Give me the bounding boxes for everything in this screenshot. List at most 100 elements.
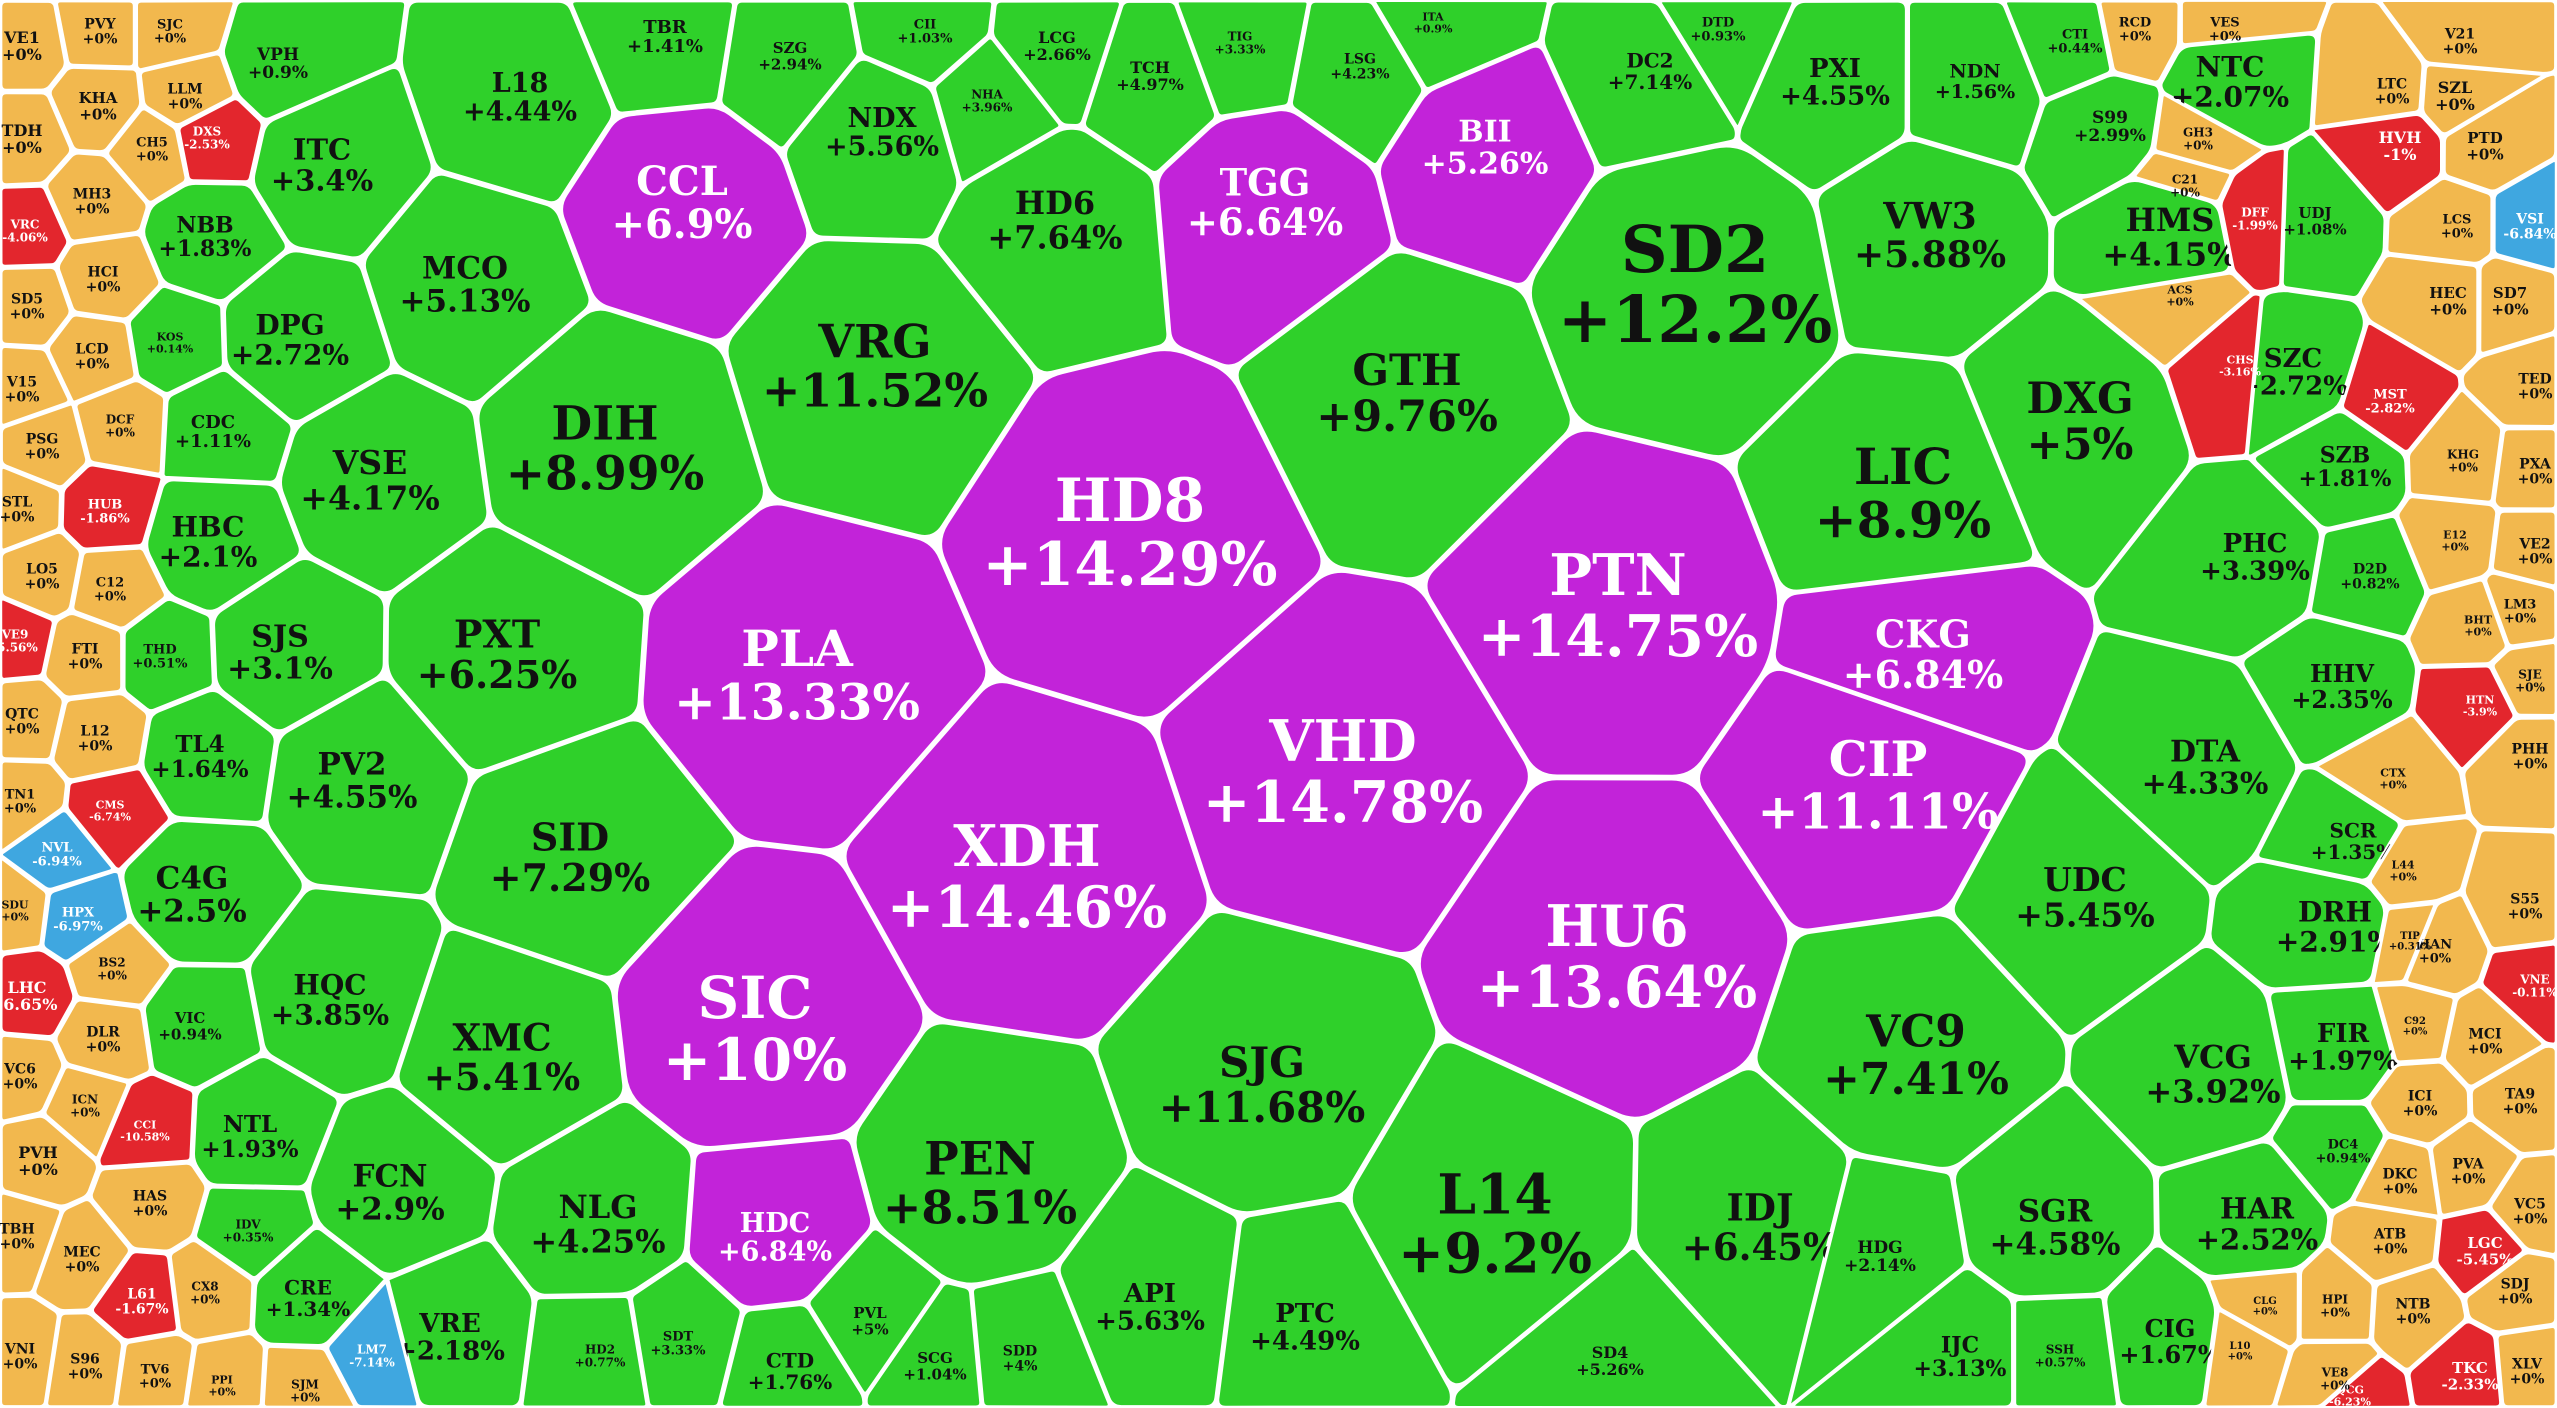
cell-ndx[interactable]: NDX+5.56% — [784, 57, 960, 242]
cell-tgg[interactable]: TGG+6.64% — [1156, 108, 1394, 368]
cell-c12[interactable]: C12+0% — [71, 546, 167, 630]
cell-hdg[interactable]: HDG+2.14% — [1787, 1155, 1967, 1408]
cell-dtd[interactable]: DTD+0.93% — [1658, 0, 1795, 129]
cell-fcn[interactable]: FCN+2.9% — [308, 1084, 498, 1276]
cell-vph[interactable]: VPH+0.9% — [221, 0, 408, 121]
cell-v21[interactable]: V21+0% — [2379, 0, 2557, 75]
cell-sd5[interactable]: SD5+0% — [0, 265, 72, 348]
cell-lcs[interactable]: LCS+0% — [2385, 176, 2494, 265]
cell-ccl[interactable]: CCL+6.9% — [560, 105, 810, 342]
cell-lsg[interactable]: LSG+4.23% — [1289, 0, 1425, 167]
cell-fir[interactable]: FIR+1.97% — [2268, 983, 2398, 1104]
cell-hd6[interactable]: HD6+7.64% — [935, 126, 1170, 375]
cell-nha[interactable]: NHA+3.96% — [933, 36, 1062, 185]
cell-cci[interactable]: CCI-10.58% — [97, 1072, 196, 1169]
cell-psg[interactable]: PSG+0% — [0, 402, 89, 489]
cell-kha[interactable]: KHA+0% — [48, 65, 143, 154]
cell-sd2[interactable]: SD2+12.2% — [1528, 144, 1842, 459]
cell-lo5[interactable]: LO5+0% — [0, 530, 82, 619]
cell-s99[interactable]: S99+2.99% — [2021, 73, 2162, 220]
cell-ve9[interactable]: VE9-5.56% — [0, 597, 55, 681]
cell-ta9[interactable]: TA9+0% — [2469, 1044, 2557, 1155]
cell-ve2[interactable]: VE2+0% — [2490, 509, 2557, 588]
cell-sid[interactable]: SID+7.29% — [432, 718, 738, 979]
cell-sd4[interactable]: SD4+5.26% — [1452, 1246, 1779, 1408]
cell-lhc[interactable]: LHC-6.65% — [0, 948, 76, 1039]
cell-szg[interactable]: SZG+2.94% — [719, 0, 860, 150]
cell-har[interactable]: HAR+2.52% — [2155, 1140, 2331, 1279]
cell-ch5[interactable]: CH5+0% — [106, 107, 188, 204]
cell-hms[interactable]: HMS+4.15% — [2050, 178, 2238, 297]
cell-l10[interactable]: L10+0% — [2203, 1309, 2291, 1408]
cell-ita[interactable]: ITA+0.9% — [1373, 0, 1550, 90]
cell-lm3[interactable]: LM3+0% — [2484, 571, 2557, 648]
cell-l18[interactable]: L18+4.44% — [399, 0, 615, 205]
cell-ted[interactable]: TED+0% — [2460, 333, 2557, 428]
cell-c21[interactable]: C21+0% — [2133, 151, 2233, 203]
cell-szb[interactable]: SZB+1.81% — [2252, 410, 2409, 530]
cell-ctd[interactable]: CTD+1.76% — [719, 1303, 866, 1408]
cell-phh[interactable]: PHH+0% — [2462, 716, 2557, 832]
cell-dxg[interactable]: DXG+5% — [1961, 288, 2192, 591]
cell-dxs[interactable]: DXS-2.53% — [177, 97, 264, 184]
cell-thd[interactable]: THD+0.51% — [122, 597, 215, 713]
cell-pxt[interactable]: PXT+6.25% — [385, 524, 647, 773]
cell-cdc[interactable]: CDC+1.11% — [161, 368, 294, 484]
cell-cii[interactable]: CII+1.03% — [850, 0, 995, 86]
cell-cig[interactable]: CIG+1.67% — [2104, 1244, 2221, 1408]
cell-mst[interactable]: MST-2.82% — [2341, 321, 2462, 453]
cell-stl[interactable]: STL+0% — [0, 465, 62, 552]
cell-dlr[interactable]: DLR+0% — [54, 998, 152, 1082]
cell-tl4[interactable]: TL4+1.64% — [141, 688, 277, 824]
cell-vic[interactable]: VIC+0.94% — [142, 964, 263, 1090]
cell-scr[interactable]: SCR+1.35% — [2256, 766, 2401, 882]
cell-bs2[interactable]: BS2+0% — [66, 920, 173, 1007]
cell-pvl[interactable]: PVL+5% — [807, 1227, 944, 1395]
cell-szc[interactable]: SZC+2.72% — [2238, 289, 2366, 458]
cell-hci[interactable]: HCI+0% — [56, 233, 162, 321]
cell-llm[interactable]: LLM+0% — [138, 52, 236, 127]
cell-vc5[interactable]: VC5+0% — [2489, 1152, 2557, 1256]
cell-vsi[interactable]: VSI-6.84% — [2492, 159, 2557, 272]
cell-hqc[interactable]: HQC+3.85% — [248, 886, 445, 1097]
cell-pla[interactable]: PLA+13.33% — [640, 502, 989, 852]
cell-vc9[interactable]: VC9+7.41% — [1754, 913, 2069, 1170]
cell-sgr[interactable]: SGR+4.58% — [1953, 1083, 2157, 1299]
cell-ptn[interactable]: PTN+14.75% — [1424, 428, 1781, 778]
cell-fti[interactable]: FTI+0% — [43, 612, 124, 699]
cell-sd7[interactable]: SD7+0% — [2478, 255, 2557, 355]
cell-vrg[interactable]: VRG+11.52% — [725, 238, 1037, 538]
cell-cti[interactable]: CTI+0.44% — [2004, 0, 2113, 100]
cell-ve8[interactable]: VE8+0% — [2274, 1340, 2381, 1408]
cell-hpx[interactable]: HPX-6.97% — [41, 869, 130, 963]
cell-hd2[interactable]: HD2+0.77% — [520, 1295, 649, 1408]
cell-hvh[interactable]: HVH-1% — [2311, 112, 2443, 215]
cell-has[interactable]: HAS+0% — [89, 1161, 208, 1253]
cell-tdh[interactable]: TDH+0% — [0, 91, 73, 187]
cell-api[interactable]: API+5.63% — [1057, 1164, 1240, 1408]
cell-sjc[interactable]: SJC+0% — [135, 0, 236, 72]
cell-tv6[interactable]: TV6+0% — [115, 1332, 195, 1408]
cell-szl[interactable]: SZL+0% — [2421, 63, 2545, 136]
cell-tbr[interactable]: TBR+1.41% — [570, 0, 735, 115]
cell-scg[interactable]: SCG+1.04% — [864, 1281, 983, 1408]
cell-tch[interactable]: TCH+4.97% — [1082, 0, 1217, 174]
cell-ptd[interactable]: PTD+0% — [2442, 72, 2557, 193]
cell-itc[interactable]: ITC+3.4% — [251, 66, 434, 260]
cell-s96[interactable]: S96+0% — [45, 1311, 124, 1408]
cell-pxa[interactable]: PXA+0% — [2492, 427, 2557, 511]
cell-ntb[interactable]: NTB+0% — [2371, 1264, 2467, 1371]
cell-ckg[interactable]: CKG+6.84% — [1772, 563, 2097, 754]
cell-vne[interactable]: VNE-0.11% — [2480, 942, 2557, 1046]
cell-sjm[interactable]: SJM+0% — [261, 1344, 356, 1408]
cell-hd8[interactable]: HD8+14.29% — [939, 348, 1324, 720]
cell-ppi[interactable]: PPI+0% — [185, 1332, 266, 1408]
cell-hdc[interactable]: HDC+6.84% — [686, 1136, 874, 1309]
cell-dkc[interactable]: DKC+0% — [2352, 1135, 2441, 1218]
cell-qcg[interactable]: QCG-6.23% — [2321, 1354, 2413, 1408]
cell-sjs[interactable]: SJS+3.1% — [212, 557, 387, 733]
cell-cx8[interactable]: CX8+0% — [168, 1239, 255, 1342]
cell-ves[interactable]: VES+0% — [2179, 0, 2330, 47]
cell-lcd[interactable]: LCD+0% — [46, 313, 137, 404]
cell-cip[interactable]: CIP+11.11% — [1697, 667, 2029, 932]
